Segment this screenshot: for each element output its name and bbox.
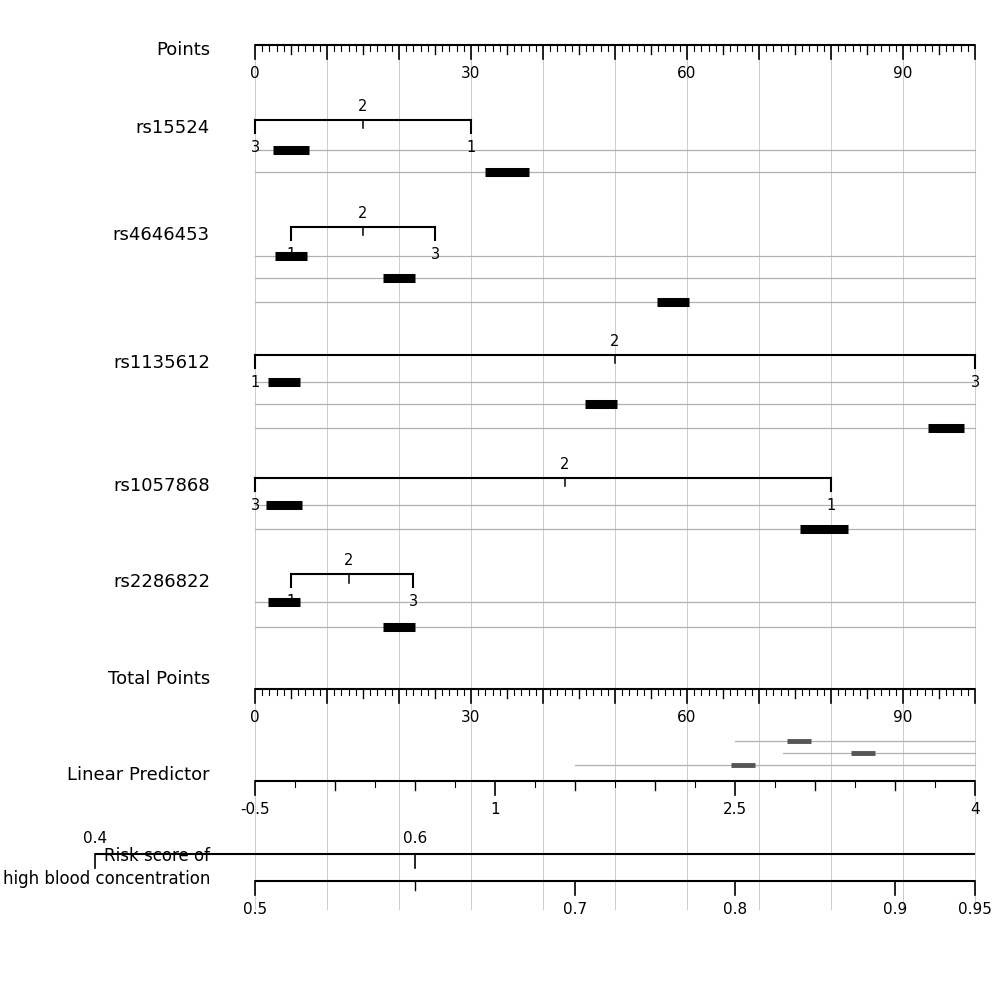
Text: 3: 3 [430,247,440,262]
Text: 3: 3 [250,498,260,512]
Text: Points: Points [156,41,210,59]
Text: -0.5: -0.5 [240,802,270,817]
Text: 90: 90 [893,710,913,725]
Text: 60: 60 [677,710,697,725]
Text: 2: 2 [560,457,569,472]
Text: 3: 3 [970,375,980,390]
Text: 0: 0 [250,66,260,81]
Text: 0.95: 0.95 [958,902,992,917]
Text: 0.4: 0.4 [83,831,107,846]
Text: 1: 1 [250,375,260,390]
Text: 3: 3 [250,140,260,155]
Text: 0: 0 [250,710,260,725]
Text: Risk score of
high blood concentration: Risk score of high blood concentration [3,847,210,888]
Text: rs4646453: rs4646453 [113,226,210,244]
Text: 0.8: 0.8 [723,902,747,917]
Text: 30: 30 [461,66,481,81]
Text: 30: 30 [461,710,481,725]
Text: Linear Predictor: Linear Predictor [67,766,210,784]
Text: 90: 90 [893,66,913,81]
Text: 2: 2 [610,334,620,349]
Text: 0.7: 0.7 [563,902,587,917]
Text: 2.5: 2.5 [723,802,747,817]
Text: rs15524: rs15524 [136,119,210,137]
Text: 60: 60 [677,66,697,81]
Text: 1: 1 [466,140,476,155]
Text: 1: 1 [826,498,836,512]
Text: 0.6: 0.6 [403,831,427,846]
Text: 0.5: 0.5 [243,902,267,917]
Text: Total Points: Total Points [108,670,210,688]
Text: 1: 1 [286,247,296,262]
Text: 3: 3 [409,594,418,609]
Text: 0.9: 0.9 [883,902,907,917]
Text: rs1135612: rs1135612 [113,354,210,372]
Text: rs1057868: rs1057868 [113,477,210,495]
Text: 1: 1 [490,802,500,817]
Text: 2: 2 [358,99,368,114]
Text: 1: 1 [286,594,296,609]
Text: 4: 4 [970,802,980,817]
Text: 2: 2 [344,553,353,568]
Text: rs2286822: rs2286822 [113,573,210,591]
Text: 2: 2 [358,206,368,221]
